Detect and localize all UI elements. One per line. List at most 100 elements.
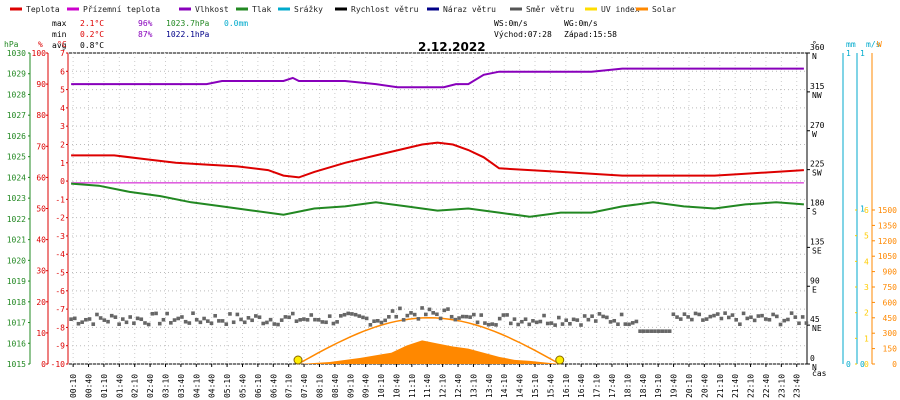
x-tick-label: 09:10 xyxy=(346,374,355,398)
x-tick-label: 21:40 xyxy=(731,374,740,398)
x-tick-label: 11:40 xyxy=(423,374,432,398)
wind-direction-marker xyxy=(69,317,73,321)
wind-direction-marker xyxy=(172,318,177,322)
wind-direction-marker xyxy=(76,321,81,326)
x-tick-label: 13:10 xyxy=(469,374,478,398)
wind-direction-marker xyxy=(575,318,580,322)
humidity-tick-label: 50 xyxy=(36,205,46,214)
x-tick-label: 20:40 xyxy=(700,374,709,398)
wind-direction-marker xyxy=(472,312,476,317)
wind-direction-marker xyxy=(534,320,539,325)
wind-direction-marker xyxy=(508,321,513,326)
solar-tick-label: 900 xyxy=(883,268,898,277)
solar-tick-label: 600 xyxy=(883,298,898,307)
wind-direction-marker xyxy=(272,322,277,326)
wind-direction-marker xyxy=(283,315,288,319)
wind-direction-marker xyxy=(667,329,672,333)
x-tick-label: 06:10 xyxy=(254,374,263,398)
uv-tick-label: 2 xyxy=(864,309,869,318)
temp-tick-label: -5 xyxy=(55,269,65,278)
unit-cas: čas xyxy=(812,368,827,378)
wind-direction-marker xyxy=(664,329,668,333)
solar-tick-label: 1350 xyxy=(878,221,897,230)
wind-direction-marker xyxy=(254,314,258,318)
unit-ms: m/s xyxy=(866,40,881,49)
wind-direction-marker xyxy=(398,306,402,311)
x-tick-label: 17:10 xyxy=(593,374,602,398)
x-tick-label: 02:40 xyxy=(146,374,155,398)
wind-direction-marker xyxy=(457,316,461,320)
wind-direction-marker xyxy=(231,320,236,325)
wind-direction-marker xyxy=(309,313,314,317)
wind-direction-marker xyxy=(483,321,487,325)
wind-direction-marker xyxy=(246,316,251,320)
x-tick-label: 11:10 xyxy=(408,374,417,398)
x-tick-label: 14:40 xyxy=(516,374,525,398)
wind-direction-marker xyxy=(538,319,543,324)
wind-direction-marker xyxy=(645,329,650,333)
solar-tick-label: 750 xyxy=(883,283,898,292)
wind-info: WS:0m/s WG:0m/s Východ:07:28 Západ:15:58 xyxy=(494,19,617,39)
temp-tick-label: -4 xyxy=(55,250,65,259)
wind-direction-marker xyxy=(331,321,336,326)
wind-direction-marker xyxy=(368,323,373,327)
solar-measured-area xyxy=(298,340,561,364)
temp-tick-label: 0 xyxy=(60,177,65,186)
wind-direction-marker xyxy=(542,313,546,318)
direction-compass-label: E xyxy=(812,285,817,294)
wind-direction-marker xyxy=(431,311,435,315)
wind-direction-marker xyxy=(601,314,605,319)
humidity-tick-label: 70 xyxy=(36,142,46,151)
solar-tick-label: 300 xyxy=(883,329,898,338)
wind-direction-marker xyxy=(627,322,631,327)
wind-direction-marker xyxy=(109,313,114,318)
pressure-tick-label: 1030 xyxy=(7,49,26,58)
unit-deg: ° xyxy=(812,40,817,49)
legend-label: UV index xyxy=(601,5,640,14)
wind-direction-marker xyxy=(198,320,203,325)
legend-label: Přízemní teplota xyxy=(83,5,160,14)
direction-tick-label: 270 xyxy=(810,121,825,130)
wind-direction-marker xyxy=(678,317,683,321)
wind-direction-marker xyxy=(102,318,107,322)
pressure-tick-label: 1025 xyxy=(7,153,26,162)
wind-direction-marker xyxy=(486,322,491,327)
x-tick-label: 22:10 xyxy=(747,374,756,398)
wind-direction-marker xyxy=(512,317,517,321)
temp-tick-label: -9 xyxy=(55,342,65,351)
wind-direction-marker xyxy=(479,313,484,317)
direction-tick-label: 360 xyxy=(810,43,825,52)
uv-tick-label: 6 xyxy=(864,206,869,215)
wind-direction-marker xyxy=(357,314,362,318)
wind-direction-marker xyxy=(143,321,147,325)
direction-tick-label: 90 xyxy=(810,276,820,285)
wind-direction-marker xyxy=(191,311,195,316)
wind-direction-marker xyxy=(161,317,166,322)
ws-readout: WS:0m/s xyxy=(494,19,528,28)
x-tick-label: 17:40 xyxy=(608,374,617,398)
direction-compass-label: S xyxy=(812,208,817,217)
direction-compass-label: NW xyxy=(812,91,822,100)
stats-avg-temp: 0.8°C xyxy=(80,41,104,50)
x-tick-label: 07:10 xyxy=(285,374,294,398)
plot-area xyxy=(69,67,809,365)
x-tick-label: 03:40 xyxy=(177,374,186,398)
wind-direction-marker xyxy=(361,315,365,320)
direction-tick-label: 225 xyxy=(810,160,825,169)
wind-direction-marker xyxy=(339,314,343,318)
wind-direction-marker xyxy=(302,317,306,321)
x-tick-label: 05:40 xyxy=(238,374,247,398)
wind-direction-marker xyxy=(427,307,432,312)
x-tick-label: 16:10 xyxy=(562,374,571,398)
wind-direction-marker xyxy=(202,316,206,321)
wg-readout: WG:0m/s xyxy=(564,19,598,28)
x-tick-label: 05:10 xyxy=(223,374,232,398)
wind-direction-marker xyxy=(213,313,217,318)
wind-direction-marker xyxy=(789,311,794,315)
humidity-tick-label: 60 xyxy=(36,173,46,182)
wind-direction-marker xyxy=(446,307,450,311)
wind-direction-marker xyxy=(619,312,624,317)
direction-compass-label: SE xyxy=(812,246,822,255)
x-tick-label: 20:10 xyxy=(685,374,694,398)
